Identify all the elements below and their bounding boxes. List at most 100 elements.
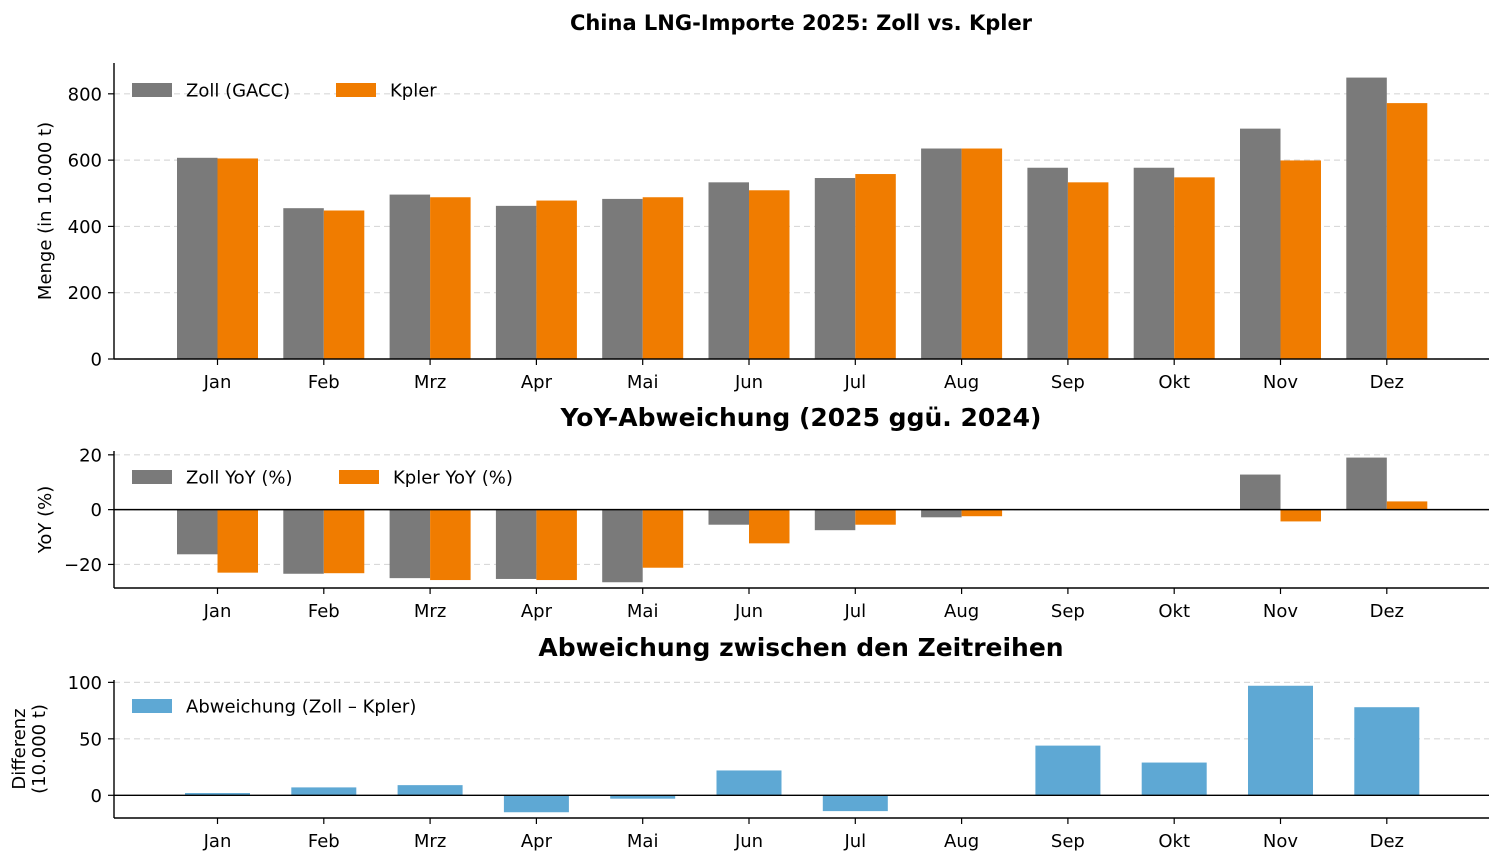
panel3-bar-abweichung-zoll-kpler--feb (291, 787, 357, 796)
panel3-x-tick-label-mai: Mai (627, 831, 659, 852)
panel3-bar-abweichung-zoll-kpler--sep (1035, 745, 1101, 796)
panel2-x-tick-label-nov: Nov (1263, 601, 1298, 622)
panel1-y-tick-label: 800 (68, 84, 102, 105)
panel1-bar-zoll-gacc--mrz (389, 194, 431, 359)
panel1-x-tick-label-sep: Sep (1051, 372, 1085, 393)
panel1-legend-swatch-2 (336, 83, 376, 97)
panel1-y-tick-label: 200 (68, 283, 102, 304)
panel3-x-tick-label-jun: Jun (734, 831, 763, 852)
panel1-x-tick-label-aug: Aug (944, 372, 979, 393)
panel2-x-tick-label-mai: Mai (627, 601, 659, 622)
panel1-title: China LNG-Importe 2025: Zoll vs. Kpler (570, 11, 1033, 35)
panel2-bar-zoll-yoy--mrz (389, 509, 431, 579)
panel1-bar-kpler-feb (323, 210, 365, 359)
panel1-bar-kpler-aug (961, 148, 1003, 359)
panel1-x-tick-label-jan: Jan (203, 372, 232, 393)
panel1-bar-kpler-nov (1280, 160, 1321, 359)
panel2-y-tick-label: −20 (64, 555, 102, 576)
panel2-bar-kpler-yoy--jun (749, 509, 790, 544)
panel2-bar-kpler-yoy--jan (217, 509, 258, 573)
panel3-x-tick-label-feb: Feb (308, 831, 340, 852)
panel2-bar-zoll-yoy--feb (283, 509, 324, 574)
panel3-bar-abweichung-zoll-kpler--apr (503, 795, 569, 813)
panel3-y-tick-label: 100 (68, 673, 102, 694)
panel3-y-axis-label-line: (10.000 t) (29, 704, 50, 794)
panel1-bar-kpler-sep (1067, 182, 1109, 359)
panel3-x-tick-label-mrz: Mrz (414, 831, 446, 852)
panel3-bar-abweichung-zoll-kpler--nov (1248, 685, 1313, 796)
panel3-x-tick-label-sep: Sep (1051, 831, 1085, 852)
panel1-bar-zoll-gacc--nov (1240, 128, 1281, 359)
panel1-bar-kpler-jul (855, 174, 896, 359)
panel2-x-tick-label-apr: Apr (521, 601, 553, 622)
panel2-bar-zoll-yoy--jul (814, 509, 856, 531)
panel2-bar-zoll-yoy--apr (495, 509, 537, 579)
panel2-x-tick-label-jan: Jan (203, 601, 232, 622)
panel1-x-tick-label-nov: Nov (1263, 372, 1298, 393)
panel3-bar-abweichung-zoll-kpler--mai (610, 795, 676, 799)
panel2-legend-swatch-2 (339, 470, 379, 484)
panel1-bar-zoll-gacc--jan (177, 157, 218, 359)
panel2-bar-kpler-yoy--mai (642, 509, 684, 568)
panel1-x-tick-label-okt: Okt (1158, 372, 1190, 393)
panel3-x-tick-label-apr: Apr (521, 831, 553, 852)
panel1-bar-zoll-gacc--dez (1346, 77, 1387, 360)
panel1-bar-zoll-gacc--feb (283, 208, 324, 359)
panel1-x-tick-label-mai: Mai (627, 372, 659, 393)
panel1-x-tick-label-apr: Apr (521, 372, 553, 393)
panel3-legend-swatch-1 (132, 699, 172, 713)
panel1-bar-zoll-gacc--apr (495, 205, 537, 359)
panel1-bar-zoll-gacc--mai (602, 198, 643, 359)
panel3-title: Abweichung zwischen den Zeitreihen (538, 633, 1063, 662)
panel2-bar-kpler-yoy--dez (1386, 501, 1428, 510)
panel1-bar-kpler-apr (536, 200, 577, 359)
panel3-x-tick-label-jan: Jan (203, 831, 232, 852)
panel1-bar-kpler-mai (642, 197, 684, 359)
panel1-y-tick-label: 600 (68, 151, 102, 172)
panel2-bar-zoll-yoy--jan (177, 509, 218, 555)
panel1-x-tick-label-jun: Jun (734, 372, 763, 393)
panel1-bar-zoll-gacc--jul (814, 178, 856, 359)
panel1-x-tick-label-mrz: Mrz (414, 372, 446, 393)
panel1-bar-kpler-okt (1174, 177, 1215, 359)
panel1-bar-zoll-gacc--okt (1133, 167, 1175, 359)
panel2-x-tick-label-jun: Jun (734, 601, 763, 622)
panel3-y-tick-label: 0 (91, 786, 102, 807)
panel2-bar-kpler-yoy--nov (1280, 509, 1321, 522)
panel1-y-tick-label: 0 (91, 350, 102, 371)
panel1-legend-label-1: Zoll (GACC) (186, 81, 290, 102)
panel1-legend-swatch-1 (132, 83, 172, 97)
panel1-y-tick-label: 400 (68, 217, 102, 238)
panel2-x-tick-label-jul: Jul (843, 601, 866, 622)
panel1-bar-kpler-mrz (430, 197, 471, 359)
panel2-legend-swatch-1 (132, 470, 172, 484)
panel1-bar-zoll-gacc--jun (708, 182, 749, 359)
panel2-bar-kpler-yoy--apr (536, 509, 577, 581)
panel3-bar-abweichung-zoll-kpler--mrz (397, 785, 463, 796)
panel3-x-tick-label-nov: Nov (1263, 831, 1298, 852)
panel1-bar-kpler-dez (1386, 103, 1428, 359)
panel2-legend-label-1: Zoll YoY (%) (186, 468, 293, 489)
panel2-x-tick-label-dez: Dez (1370, 601, 1404, 622)
panel1-bar-zoll-gacc--aug (921, 148, 962, 359)
panel1-x-tick-label-jul: Jul (843, 372, 866, 393)
panel2-y-axis-label: YoY (%) (35, 486, 56, 554)
panel3-y-tick-label: 50 (79, 729, 102, 750)
panel2-x-tick-label-mrz: Mrz (414, 601, 446, 622)
panel1-x-tick-label-dez: Dez (1370, 372, 1404, 393)
panel2-bar-zoll-yoy--mai (602, 509, 643, 583)
panel1-bar-kpler-jan (217, 158, 258, 359)
panel1-bar-zoll-gacc--sep (1027, 167, 1068, 359)
panel3-x-tick-label-aug: Aug (944, 831, 979, 852)
panel3-bar-abweichung-zoll-kpler--jul (822, 795, 888, 812)
panel1-y-axis-label: Menge (in 10.000 t) (35, 122, 56, 300)
panel2-bar-kpler-yoy--jul (855, 509, 896, 525)
panel1-legend-label-2: Kpler (390, 81, 437, 102)
panel3-y-axis-label-line: Differenz (9, 708, 30, 789)
panel2-bar-kpler-yoy--feb (323, 509, 365, 574)
panel2-bar-zoll-yoy--nov (1240, 474, 1281, 510)
panel3-bar-abweichung-zoll-kpler--okt (1141, 762, 1207, 796)
panel3-x-tick-label-okt: Okt (1158, 831, 1190, 852)
panel2-bar-zoll-yoy--dez (1346, 457, 1387, 510)
